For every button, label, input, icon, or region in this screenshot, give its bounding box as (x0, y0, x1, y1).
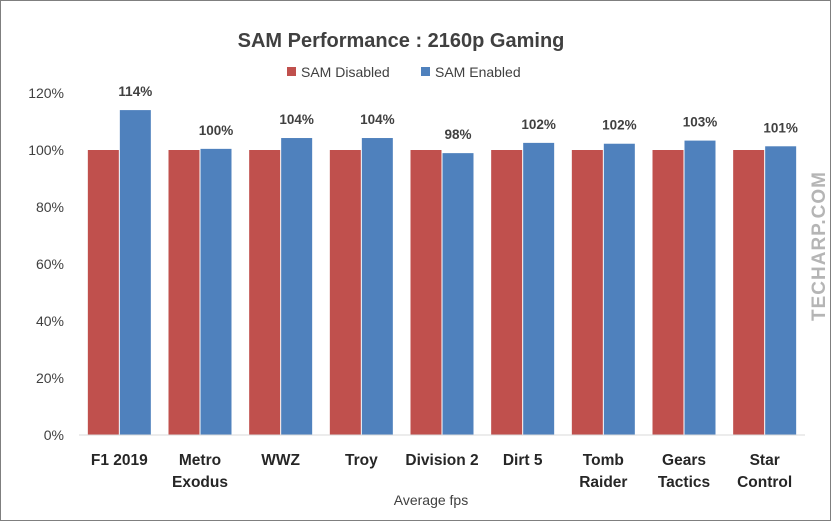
x-tick-label: Metro Exodus (172, 452, 228, 491)
x-axis-label: Average fps (394, 492, 468, 508)
y-tick-label: 100% (28, 142, 64, 158)
bar-sam-enabled (523, 142, 555, 435)
bar-sam-disabled (491, 150, 523, 435)
data-label: 104% (279, 112, 314, 127)
bar-sam-enabled (200, 148, 232, 436)
bar-sam-disabled (249, 150, 281, 435)
y-tick-label: 80% (36, 199, 64, 215)
x-tick-label: WWZ (261, 452, 300, 469)
data-label: 114% (118, 84, 152, 99)
x-tick-label: Tomb Raider (579, 452, 627, 491)
bar-sam-disabled (733, 150, 765, 435)
legend-label: SAM Disabled (301, 64, 390, 80)
bar-sam-disabled (652, 150, 684, 435)
data-label: 102% (602, 118, 637, 133)
bar-sam-enabled (684, 140, 716, 435)
bar-sam-disabled (410, 150, 442, 435)
x-tick-label: Star Control (737, 452, 792, 491)
legend-swatch (287, 67, 296, 76)
data-label: 103% (683, 115, 718, 130)
x-tick-label: F1 2019 (91, 452, 148, 469)
bar-sam-disabled (87, 150, 119, 435)
data-label: 98% (444, 127, 471, 142)
bar-sam-enabled (442, 153, 474, 435)
data-label: 102% (521, 117, 556, 132)
y-tick-label: 60% (36, 256, 64, 272)
legend: SAM Disabled SAM Enabled (287, 64, 521, 80)
y-tick-label: 40% (36, 313, 64, 329)
x-tick-label: Troy (345, 452, 378, 469)
bar-sam-enabled (361, 138, 393, 435)
bar-sam-enabled (603, 143, 635, 436)
y-axis: 0% 20% 40% 60% 80% 100% 120% (28, 85, 64, 443)
x-tick-label: Division 2 (405, 452, 478, 469)
bar-sam-disabled (168, 150, 200, 435)
x-tick-label: Dirt 5 (503, 452, 543, 469)
watermark-logo: TECHARP.COM (809, 171, 830, 321)
bar-sam-enabled (119, 110, 151, 435)
data-label: 104% (360, 112, 395, 127)
bar-sam-disabled (329, 150, 361, 435)
x-tick-label: Gears Tactics (658, 452, 710, 491)
data-label: 100% (199, 123, 234, 138)
bar-sam-enabled (281, 138, 313, 435)
data-labels-group: 114% 100% 104% 104% 98% 102% 102% 103% 101% (118, 84, 797, 142)
bars-group (87, 110, 797, 436)
data-label: 101% (763, 120, 798, 135)
y-tick-label: 120% (28, 85, 64, 101)
x-axis: F1 2019 Metro Exodus WWZ Troy Division 2 Dirt … (91, 452, 792, 491)
legend-label: SAM Enabled (435, 64, 521, 80)
y-tick-label: 0% (44, 427, 64, 443)
chart-title: SAM Performance : 2160p Gaming (238, 30, 565, 52)
bar-sam-enabled (765, 146, 797, 436)
bar-sam-disabled (571, 150, 603, 435)
legend-swatch (421, 67, 430, 76)
y-tick-label: 20% (36, 370, 64, 386)
